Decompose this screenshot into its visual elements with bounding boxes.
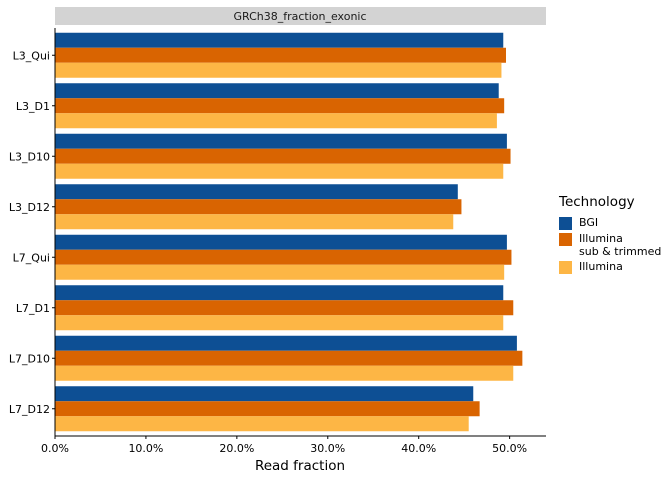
bar-l7-d1-illumina (55, 315, 504, 331)
bar-l7-d12-bgi (55, 386, 474, 402)
bar-l3-d12-bgi (55, 184, 458, 200)
y-tick-label-l7-qui: L7_Qui (13, 251, 50, 264)
legend-key-illumina-sub-trimmed (559, 233, 572, 246)
bar-l7-d10-illumina-sub-trimmed (55, 350, 523, 366)
x-tick-label: 50.0% (492, 442, 527, 455)
legend-item-illumina: Illumina (559, 260, 661, 274)
y-tick-label-l7-d1: L7_D1 (16, 302, 50, 315)
bar-l3-qui-illumina (55, 62, 502, 78)
x-ticks: 0.0% 10.0% 20.0% 30.0% 40.0% 50.0% (41, 436, 527, 455)
bar-l7-d12-illumina-sub-trimmed (55, 401, 480, 417)
legend-item-illumina-sub-trimmed: Illumina sub & trimmed (559, 232, 661, 258)
facet-strip (55, 7, 546, 25)
bar-l7-qui-illumina-sub-trimmed (55, 249, 512, 265)
bar-l7-d1-illumina-sub-trimmed (55, 300, 514, 316)
y-tick-label-l3-d1: L3_D1 (16, 100, 50, 113)
bar-l3-qui-illumina-sub-trimmed (55, 47, 506, 63)
facet-title: GRCh38_fraction_exonic (233, 10, 366, 23)
legend-item-bgi: BGI (559, 216, 661, 230)
bar-l7-d10-illumina (55, 365, 514, 381)
bar-l3-d10-illumina-sub-trimmed (55, 148, 511, 164)
x-tick-label: 20.0% (219, 442, 254, 455)
x-axis-title: Read fraction (255, 458, 345, 474)
bar-l7-qui-illumina (55, 264, 505, 280)
y-tick-label-l7-d10: L7_D10 (9, 352, 50, 365)
bar-l3-d1-illumina-sub-trimmed (55, 98, 505, 114)
bar-l3-d12-illumina (55, 214, 454, 230)
bar-l3-qui-bgi (55, 32, 504, 48)
y-tick-labels: L3_Qui L3_D1 L3_D10 L3_D12 L7_Qui L7_D1 L7_D10… (9, 49, 55, 416)
bar-l3-d1-illumina (55, 113, 497, 129)
y-tick-label-l3-qui: L3_Qui (13, 49, 50, 62)
legend-label-illumina: Illumina (579, 260, 623, 273)
bar-l7-qui-bgi (55, 234, 507, 250)
bar-l3-d12-illumina-sub-trimmed (55, 199, 462, 215)
bars-group (55, 32, 523, 432)
legend-title: Technology (559, 194, 635, 210)
bar-l7-d10-bgi (55, 335, 517, 351)
legend-label-bgi: BGI (579, 216, 599, 229)
legend-key-bgi (559, 217, 572, 230)
bar-l3-d10-illumina (55, 163, 504, 179)
bar-l3-d1-bgi (55, 83, 499, 99)
x-tick-label: 0.0% (41, 442, 69, 455)
x-tick-label: 10.0% (128, 442, 163, 455)
legend-key-illumina (559, 261, 572, 274)
y-tick-label-l3-d12: L3_D12 (9, 201, 50, 214)
legend-label-illumina-sub-trimmed: Illumina sub & trimmed (579, 232, 662, 258)
x-tick-label: 40.0% (401, 442, 436, 455)
y-tick-label-l7-d12: L7_D12 (9, 403, 50, 416)
bar-l7-d1-bgi (55, 285, 504, 301)
x-tick-label: 30.0% (310, 442, 345, 455)
y-tick-label-l3-d10: L3_D10 (9, 150, 50, 163)
bar-l7-d12-illumina (55, 416, 469, 432)
legend: Technology BGI Illumina sub & trimmed Il… (559, 194, 661, 276)
bar-l3-d10-bgi (55, 133, 507, 149)
